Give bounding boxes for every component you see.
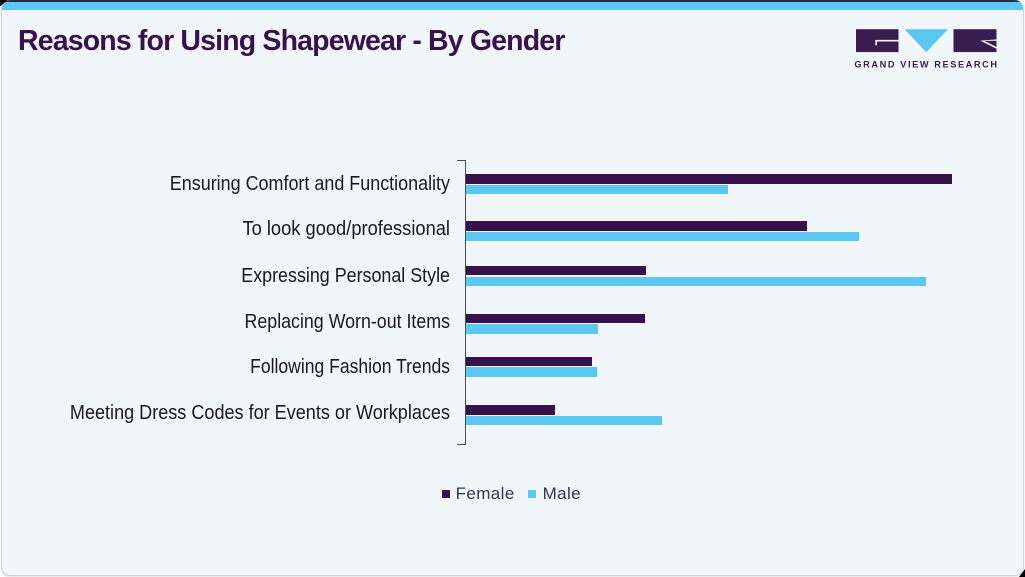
- svg-text:GRAND VIEW RESEARCH: GRAND VIEW RESEARCH: [854, 60, 998, 70]
